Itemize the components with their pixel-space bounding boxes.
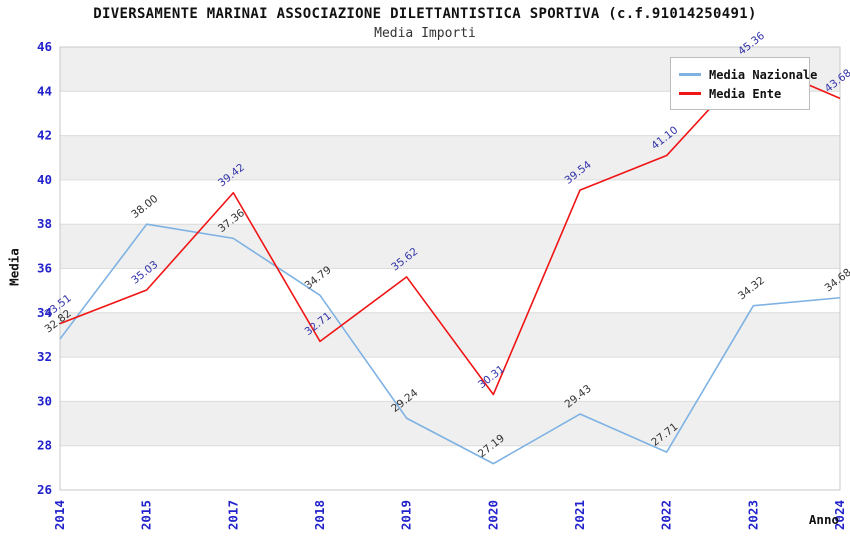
x-tick-label: 2014 xyxy=(52,500,67,530)
x-tick-label: 2017 xyxy=(225,500,240,530)
blue-line-swatch-icon xyxy=(679,73,701,76)
x-tick-label: 2023 xyxy=(745,500,760,530)
x-tick-label: 2019 xyxy=(399,500,414,530)
data-label: 34.32 xyxy=(736,274,767,302)
data-label: 30.31 xyxy=(476,363,507,391)
x-tick-label: 2024 xyxy=(832,500,847,530)
y-tick-label: 36 xyxy=(37,261,52,276)
y-axis-title: Media xyxy=(6,248,22,286)
red-line-swatch-icon xyxy=(679,92,701,95)
y-tick-label: 34 xyxy=(37,305,52,320)
x-tick-label: 2020 xyxy=(485,500,500,530)
y-tick-label: 44 xyxy=(37,83,52,98)
x-tick-label: 2021 xyxy=(572,500,587,530)
band xyxy=(60,401,840,446)
x-tick-label: 2018 xyxy=(312,500,327,530)
band xyxy=(60,135,840,180)
data-label: 34.68 xyxy=(823,266,850,294)
legend-label: Media Nazionale xyxy=(709,67,818,82)
legend-item-media-nazionale: Media Nazionale xyxy=(679,65,817,84)
x-axis-title: Anno xyxy=(808,512,839,527)
x-tick-label: 2015 xyxy=(139,500,154,530)
y-tick-label: 32 xyxy=(37,349,52,364)
y-tick-label: 42 xyxy=(37,128,52,143)
y-tick-label: 28 xyxy=(37,438,52,453)
band xyxy=(60,224,840,269)
y-tick-label: 46 xyxy=(37,39,52,54)
series-line-media-nazionale xyxy=(59,223,841,465)
legend-item-media-ente: Media Ente xyxy=(679,84,801,103)
legend-label: Media Ente xyxy=(709,86,782,101)
y-tick-label: 30 xyxy=(37,393,52,408)
chart-subtitle: Media Importi xyxy=(374,26,476,41)
chart-title: DIVERSAMENTE MARINAI ASSOCIAZIONE DILETT… xyxy=(93,6,757,22)
y-tick-label: 38 xyxy=(37,216,52,231)
x-tick-label: 2022 xyxy=(659,500,674,530)
legend: Media Nazionale Media Ente xyxy=(670,57,817,110)
plot-border xyxy=(59,46,841,491)
data-label: 38.00 xyxy=(129,193,160,221)
y-tick-label: 26 xyxy=(37,482,52,497)
y-tick-label: 40 xyxy=(37,172,52,187)
